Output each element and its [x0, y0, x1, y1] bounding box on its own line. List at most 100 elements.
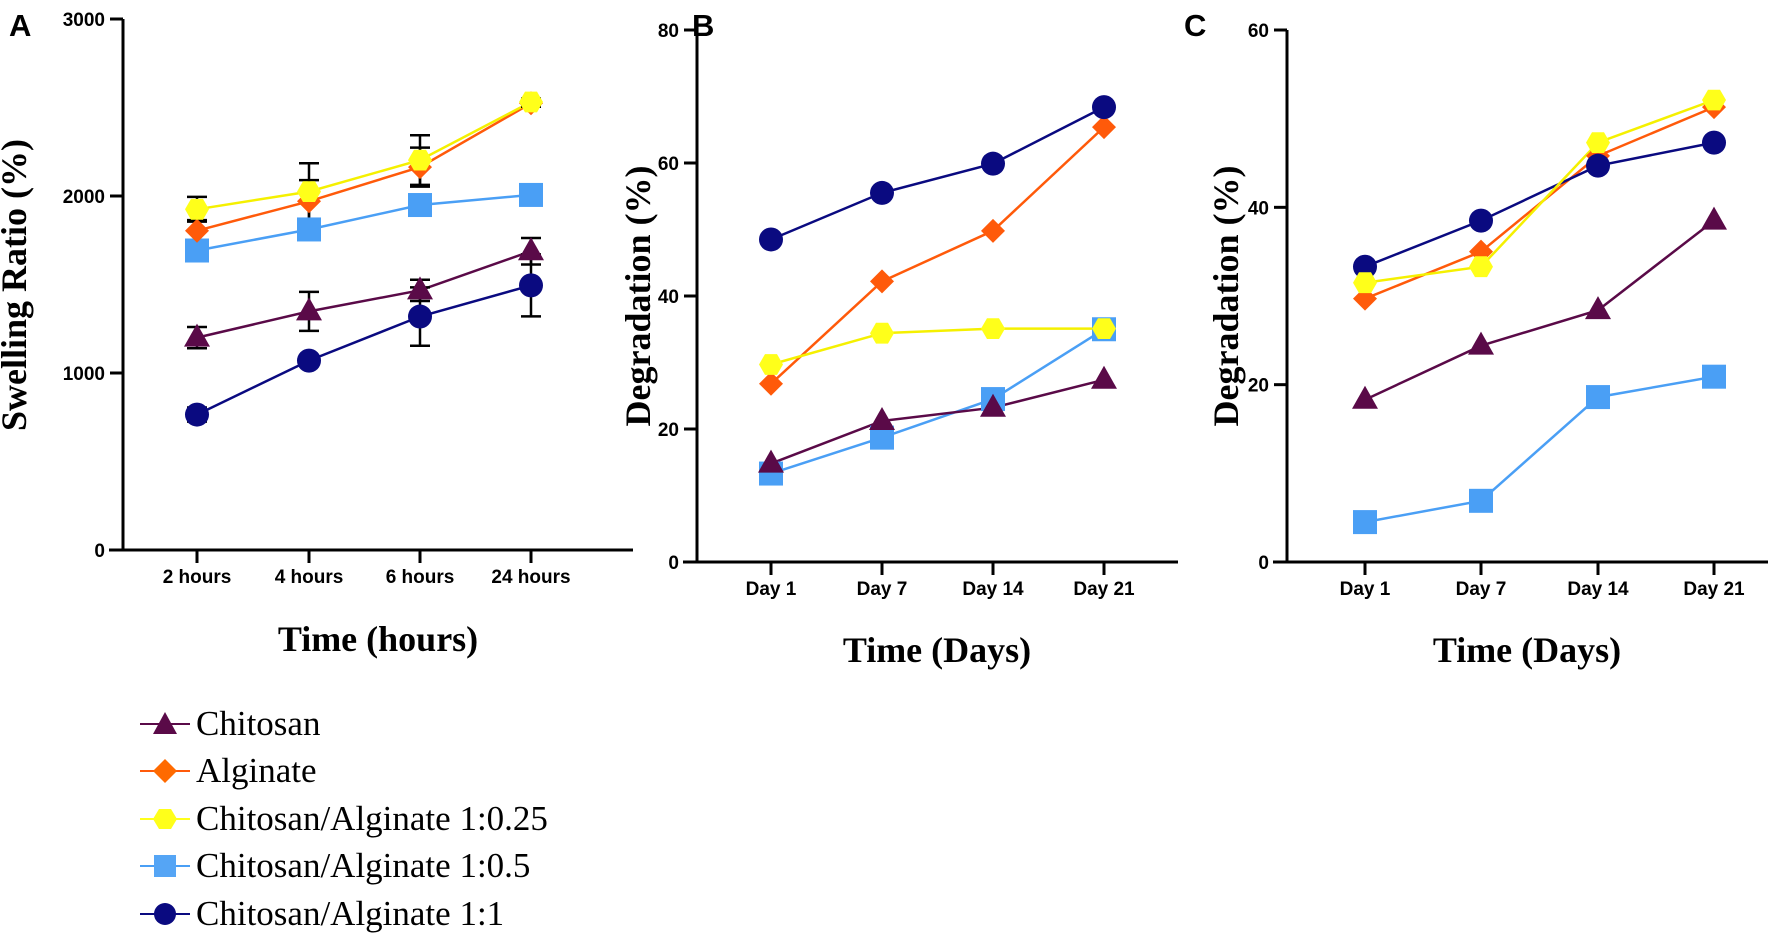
x-tick-label: Day 7 — [857, 579, 908, 600]
x-tick-label: 4 hours — [275, 567, 344, 588]
square-marker-icon — [140, 855, 190, 878]
x-tick-label: Day 14 — [962, 579, 1024, 600]
legend-label: Chitosan/Alginate 1:0.25 — [196, 798, 548, 838]
triangle-marker — [296, 297, 322, 321]
x-axis-title: Time (Days) — [843, 630, 1031, 670]
legend-label: Alginate — [196, 751, 317, 791]
triangle-marker — [1091, 365, 1117, 389]
triangle-marker-icon — [140, 711, 190, 734]
circle-marker — [759, 227, 783, 252]
square-marker — [1469, 488, 1493, 513]
triangle-marker — [1585, 296, 1611, 320]
triangle-marker — [1701, 206, 1727, 230]
hexagon-marker — [408, 149, 432, 171]
diamond-marker — [870, 269, 894, 294]
y-axis-title: Swelling Ratio (%) — [0, 139, 34, 431]
square-marker — [1353, 510, 1377, 535]
square-marker — [297, 217, 321, 242]
circle-marker — [981, 151, 1005, 176]
circle-marker — [1586, 153, 1610, 178]
panel-label: C — [1184, 8, 1206, 43]
legend-item-alginate: Alginate — [140, 748, 548, 796]
hexagon-marker-icon — [140, 808, 190, 829]
hexagon-marker — [1586, 132, 1610, 153]
diamond-marker — [981, 218, 1005, 243]
x-axis-title: Time (Days) — [1433, 630, 1621, 670]
circle-marker-icon — [140, 902, 190, 925]
diamond-marker-icon — [140, 759, 190, 784]
hexagon-marker — [185, 198, 209, 220]
x-tick-label: Day 1 — [746, 579, 797, 600]
circle-marker — [519, 273, 543, 298]
series-line — [1364, 141, 1715, 268]
x-tick-label: Day 14 — [1567, 579, 1629, 600]
series-line — [196, 102, 532, 232]
series-line — [770, 378, 1105, 465]
x-tick-label: Day 21 — [1683, 579, 1745, 600]
diamond-marker — [185, 218, 209, 243]
triangle-marker — [869, 407, 895, 431]
y-tick-label: 2000 — [63, 187, 105, 208]
series-line — [196, 193, 532, 252]
hexagon-marker — [1702, 89, 1726, 111]
x-tick-label: 24 hours — [491, 567, 570, 588]
y-tick-label: 80 — [658, 21, 679, 42]
x-axis-title: Time (hours) — [278, 619, 478, 659]
legend-item-ca-1-1: Chitosan/Alginate 1:1 — [140, 890, 548, 938]
legend-item-chitosan: Chitosan — [140, 700, 548, 748]
circle-marker — [870, 180, 894, 205]
series-line — [1364, 375, 1715, 524]
y-tick-label: 0 — [668, 553, 679, 574]
diamond-marker — [759, 371, 783, 396]
x-tick-label: Day 21 — [1073, 579, 1135, 600]
y-tick-label: 0 — [1258, 553, 1269, 574]
y-tick-label: 1000 — [63, 364, 105, 385]
series-line — [770, 126, 1105, 385]
circle-marker — [1702, 130, 1726, 155]
hexagon-marker — [1469, 256, 1493, 278]
hexagon-marker — [297, 181, 321, 202]
square-marker — [1702, 364, 1726, 389]
square-marker — [408, 193, 432, 218]
y-tick-label: 60 — [658, 154, 679, 175]
x-tick-label: Day 7 — [1456, 579, 1507, 600]
series-line — [196, 250, 532, 339]
series-line — [196, 100, 532, 211]
triangle-marker — [518, 237, 544, 261]
series-line — [196, 284, 532, 416]
hexagon-marker — [759, 354, 783, 375]
x-tick-label: 6 hours — [386, 567, 455, 588]
panel-label: A — [9, 8, 31, 43]
legend-label: Chitosan — [196, 703, 321, 743]
hexagon-marker — [1353, 272, 1377, 294]
y-axis-title: Degradation (%) — [618, 166, 658, 427]
diamond-marker — [1092, 115, 1116, 140]
y-tick-label: 60 — [1248, 21, 1269, 42]
series-line — [770, 105, 1105, 241]
y-tick-label: 0 — [94, 541, 105, 562]
y-tick-label: 20 — [658, 420, 679, 441]
legend-label: Chitosan/Alginate 1:1 — [196, 893, 505, 933]
triangle-marker — [407, 276, 433, 300]
y-tick-label: 40 — [658, 287, 679, 308]
hexagon-marker — [870, 322, 894, 344]
panel-label: B — [692, 8, 714, 43]
series-line — [1364, 219, 1715, 401]
series-line — [770, 328, 1105, 475]
triangle-marker — [1468, 331, 1494, 355]
legend: Chitosan Alginate Chitosan/Alginate 1:0.… — [140, 700, 548, 938]
hexagon-marker — [519, 91, 543, 113]
triangle-marker — [980, 393, 1006, 417]
circle-marker — [297, 348, 321, 373]
square-marker — [1586, 385, 1610, 410]
y-tick-label: 20 — [1248, 376, 1269, 397]
y-tick-label: 40 — [1248, 198, 1269, 219]
legend-label: Chitosan/Alginate 1:0.5 — [196, 846, 531, 886]
circle-marker — [1092, 95, 1116, 120]
square-marker — [185, 238, 209, 263]
triangle-marker — [1352, 385, 1378, 409]
x-tick-label: Day 1 — [1340, 579, 1391, 600]
legend-item-ca-1-0.25: Chitosan/Alginate 1:0.25 — [140, 795, 548, 843]
legend-item-ca-1-0.5: Chitosan/Alginate 1:0.5 — [140, 843, 548, 891]
